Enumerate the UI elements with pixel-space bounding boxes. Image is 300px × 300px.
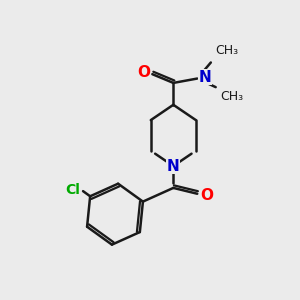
Text: O: O xyxy=(200,188,213,203)
Text: Cl: Cl xyxy=(65,183,80,197)
Text: N: N xyxy=(199,70,212,85)
Text: O: O xyxy=(137,65,150,80)
Text: N: N xyxy=(167,158,180,173)
Text: CH₃: CH₃ xyxy=(220,90,244,103)
Text: CH₃: CH₃ xyxy=(215,44,238,57)
